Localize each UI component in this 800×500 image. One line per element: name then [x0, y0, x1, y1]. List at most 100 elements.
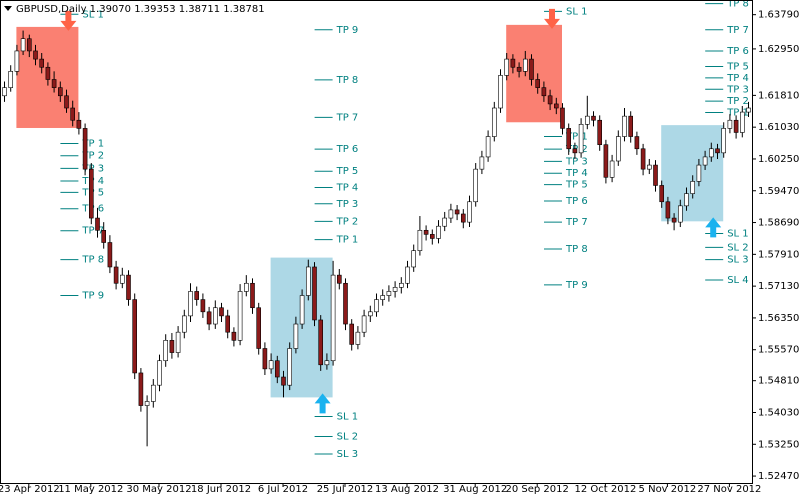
candle-body: [442, 217, 448, 227]
candle-body: [324, 360, 330, 366]
y-tick-label: 1.55570: [758, 345, 799, 356]
candle-body: [250, 282, 255, 309]
candle-body: [200, 299, 206, 313]
y-tick-label: 1.54030: [758, 407, 799, 418]
candle-body: [45, 66, 51, 80]
sell-arrow: [60, 10, 77, 31]
candle-body: [702, 156, 708, 166]
level-label: TP 8: [726, 0, 749, 10]
candle-body: [522, 58, 528, 72]
candle-body: [578, 124, 584, 154]
level-label: SL 2: [727, 242, 748, 253]
candle-body: [206, 311, 212, 325]
y-tick-label: 1.63790: [758, 10, 799, 21]
y-tick-label: 1.56350: [758, 313, 799, 324]
y-tick-label: 1.61810: [758, 90, 799, 101]
level-label: TP 1: [336, 235, 359, 246]
y-tick-label: 1.59470: [758, 186, 799, 197]
candle-body: [343, 282, 348, 325]
buy-arrow: [705, 217, 722, 238]
candle-body: [120, 274, 125, 284]
candle-body: [454, 209, 460, 215]
candle-body: [194, 291, 199, 300]
candle-body: [151, 384, 156, 402]
y-tick-label: 1.58690: [758, 218, 799, 229]
x-tick-label: 5 Nov 2012: [639, 484, 697, 495]
level-label: SL 3: [337, 449, 358, 460]
candle-body: [8, 71, 13, 88]
candle-body: [244, 282, 249, 292]
candle-body: [20, 38, 26, 52]
level-label: TP 6: [726, 46, 749, 57]
x-tick-label: 30 May 2012: [126, 484, 191, 495]
x-tick-label: 23 Apr 2012: [0, 484, 60, 495]
candle-body: [708, 148, 714, 158]
candle-body: [436, 225, 441, 239]
level-label: TP 4: [336, 182, 359, 193]
y-tick-label: 1.57130: [758, 281, 799, 292]
candle-body: [95, 217, 100, 231]
candle-body: [64, 95, 69, 109]
candle-body: [721, 128, 727, 154]
candle-body: [169, 340, 175, 353]
candle-body: [398, 282, 404, 288]
candle-body: [547, 95, 553, 105]
buy-arrow: [314, 393, 331, 414]
menu-triangle: [4, 6, 12, 11]
x-tick-label: 11 May 2012: [58, 484, 123, 495]
level-label: TP 4: [565, 168, 588, 179]
candle-body: [287, 348, 293, 386]
candle-body: [219, 307, 224, 317]
level-label: TP 3: [336, 199, 359, 210]
candle-body: [392, 287, 398, 292]
x-tick-label: 6 Jul 2012: [258, 484, 308, 495]
sell-arrow: [544, 8, 560, 29]
candle-body: [33, 50, 38, 60]
candle-body: [361, 315, 367, 333]
candle-body: [510, 58, 516, 68]
candle-body: [355, 331, 361, 345]
candle-body: [405, 266, 410, 284]
arrows-layer: [60, 8, 722, 414]
plot-frame: [0, 0, 753, 484]
candle-body: [293, 323, 299, 349]
candle-body: [188, 291, 193, 317]
candle-body: [665, 201, 671, 219]
level-label: TP 8: [81, 255, 104, 266]
candle-body: [591, 115, 596, 121]
candle-body: [671, 217, 677, 223]
zone-box: [506, 24, 562, 123]
level-label: TP 6: [565, 196, 588, 207]
candles-layer: [2, 30, 751, 447]
level-label: SL 1: [727, 229, 748, 240]
candle-body: [640, 148, 646, 170]
level-label: TP 4: [726, 73, 749, 84]
candle-body: [429, 234, 435, 239]
candle-body: [553, 103, 559, 109]
candle-body: [318, 319, 324, 366]
candle-body: [733, 119, 739, 133]
candle-body: [76, 119, 82, 129]
candle-body: [274, 360, 280, 378]
level-label: TP 7: [726, 25, 749, 36]
x-tick-label: 31 Aug 2012: [443, 484, 507, 495]
x-tick-label: 13 Aug 2012: [375, 484, 439, 495]
candle-body: [423, 229, 429, 235]
level-label: SL 4: [727, 275, 748, 286]
level-label: SL 1: [337, 412, 358, 423]
level-label: TP 3: [81, 163, 104, 174]
candle-body: [653, 164, 658, 186]
candle-body: [411, 250, 417, 268]
candle-body: [126, 274, 131, 300]
candle-body: [541, 87, 547, 97]
candle-body: [485, 136, 491, 158]
level-label: TP 1: [81, 138, 104, 149]
candle-body: [237, 291, 243, 341]
candle-body: [89, 168, 94, 219]
y-tick-label: 1.57910: [758, 249, 799, 260]
candle-body: [690, 181, 696, 194]
candle-body: [144, 401, 150, 406]
candle-body: [51, 79, 57, 88]
